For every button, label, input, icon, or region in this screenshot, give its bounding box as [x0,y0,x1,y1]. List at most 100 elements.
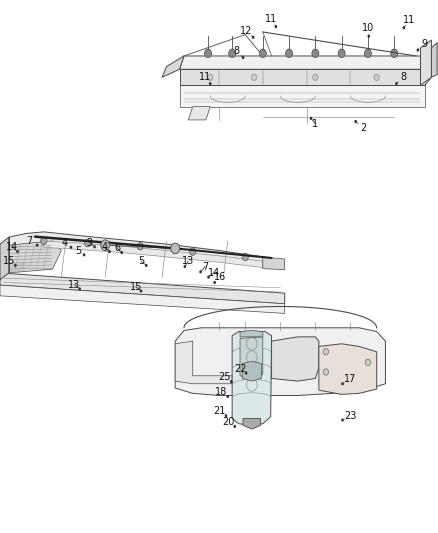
Polygon shape [240,330,263,337]
Text: 13: 13 [182,256,194,266]
Text: 14: 14 [6,243,18,252]
Circle shape [205,49,212,58]
Circle shape [41,237,47,245]
Circle shape [341,382,344,385]
Text: 14: 14 [208,268,220,278]
Text: 23: 23 [344,411,357,421]
Circle shape [120,251,123,254]
Text: 4: 4 [101,243,107,252]
Polygon shape [242,361,261,381]
Circle shape [207,276,210,279]
Circle shape [190,248,196,255]
Polygon shape [232,332,272,425]
Circle shape [137,243,143,250]
Polygon shape [9,241,61,273]
Text: 15: 15 [130,282,142,292]
Circle shape [313,74,318,80]
Text: 5: 5 [75,246,81,255]
Polygon shape [175,328,385,395]
Text: 1: 1 [312,119,318,128]
Circle shape [374,74,379,80]
Circle shape [70,246,72,249]
Circle shape [229,49,236,58]
Polygon shape [180,56,425,69]
Text: 7: 7 [27,237,33,246]
Circle shape [242,56,244,59]
Polygon shape [243,418,261,429]
Polygon shape [272,337,319,381]
Circle shape [14,264,17,267]
Circle shape [213,281,216,284]
Circle shape [417,49,419,52]
Circle shape [184,265,186,268]
Circle shape [323,369,328,375]
Text: 25: 25 [218,373,230,382]
Circle shape [403,26,405,29]
Polygon shape [263,257,285,270]
Circle shape [16,250,19,253]
Circle shape [140,289,142,293]
Polygon shape [240,337,263,378]
Circle shape [226,395,229,398]
Circle shape [171,243,180,254]
Circle shape [354,120,357,123]
Text: 9: 9 [421,39,427,49]
Circle shape [312,49,319,58]
Circle shape [36,244,39,247]
Text: 11: 11 [265,14,278,23]
Circle shape [199,270,202,273]
Polygon shape [0,237,9,280]
Text: 21: 21 [214,407,226,416]
Text: 7: 7 [202,262,208,271]
Circle shape [338,49,345,58]
Circle shape [252,36,254,39]
Text: 6: 6 [114,244,120,253]
Circle shape [101,240,110,251]
Text: 8: 8 [400,72,406,82]
Circle shape [251,74,257,80]
Polygon shape [431,43,437,77]
Polygon shape [188,107,210,120]
Circle shape [108,250,111,253]
Circle shape [367,35,370,38]
Text: 20: 20 [223,417,235,427]
Circle shape [286,49,293,58]
Text: 3: 3 [87,238,93,247]
Circle shape [341,418,344,422]
Circle shape [230,380,233,383]
Text: 15: 15 [4,256,16,266]
Circle shape [323,349,328,355]
Text: 12: 12 [240,26,252,36]
Circle shape [242,253,248,261]
Circle shape [364,49,371,58]
Text: 13: 13 [68,280,81,289]
Text: 8: 8 [233,46,240,55]
Text: 11: 11 [199,72,211,82]
Text: 11: 11 [403,15,416,25]
Polygon shape [175,341,232,384]
Circle shape [310,117,312,120]
Circle shape [259,49,266,58]
Circle shape [208,74,213,80]
Polygon shape [0,273,285,304]
Circle shape [225,414,227,417]
Polygon shape [180,85,425,107]
Text: 16: 16 [214,272,226,282]
Polygon shape [420,40,431,85]
Text: 4: 4 [62,238,68,248]
Circle shape [209,82,212,85]
Polygon shape [44,241,263,268]
Polygon shape [9,232,285,268]
Circle shape [391,49,398,58]
Polygon shape [180,69,425,85]
Polygon shape [0,285,285,313]
Text: 10: 10 [362,23,374,33]
Circle shape [245,372,247,375]
Circle shape [275,25,277,28]
Circle shape [395,82,398,85]
Circle shape [85,239,91,247]
Text: 2: 2 [360,123,367,133]
Circle shape [145,264,148,267]
Circle shape [93,245,96,248]
Circle shape [365,359,371,366]
